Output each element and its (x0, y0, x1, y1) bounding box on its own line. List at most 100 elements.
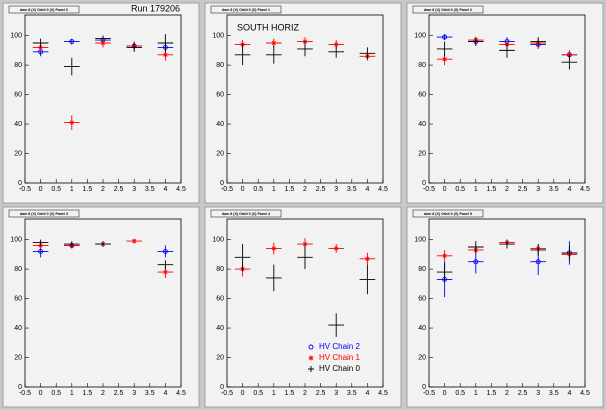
x-tick-label: 3.5 (549, 186, 559, 193)
x-tick-label: 2 (303, 390, 307, 397)
error-bar (234, 44, 251, 66)
y-tick-label: 40 (418, 121, 426, 128)
pad: dam 8 (X) Orbit 0 (X) Panel 4-0.5 0 0.5 1 1.… (204, 206, 402, 408)
x-tick-label: 3.5 (549, 390, 559, 397)
x-tick-label: 3.5 (145, 390, 155, 397)
pad-title: dam 8 (X) Orbit 0 (X) Panel 0 (20, 8, 68, 12)
x-tick-label: 2 (303, 186, 307, 193)
x-tick-label: 2.5 (316, 186, 326, 193)
error-bar (95, 241, 111, 247)
x-tick-label: 0.5 (51, 390, 61, 397)
error-bar (499, 43, 515, 58)
y-tick-label: 80 (418, 62, 426, 69)
y-tick-label: 60 (418, 91, 426, 98)
marker (69, 120, 75, 126)
marker (38, 248, 44, 254)
y-tick-label: 100 (414, 32, 426, 39)
x-tick-label: 4.5 (580, 186, 590, 193)
y-tick-label: 20 (216, 150, 224, 157)
marker (162, 269, 168, 275)
x-tick-label: 0 (443, 390, 447, 397)
y-tick-label: 80 (14, 266, 22, 273)
x-tick-label: 3 (132, 186, 136, 193)
error-bar (297, 41, 313, 57)
y-tick-label: 0 (220, 384, 224, 391)
x-tick-label: 1.5 (285, 390, 295, 397)
y-tick-label: 0 (422, 384, 426, 391)
x-tick-label: 3 (334, 186, 338, 193)
pad-title: dam 8 (X) Orbit 0 (X) Panel 2 (424, 8, 472, 12)
marker (38, 44, 44, 50)
marker (302, 39, 308, 45)
y-tick-label: 20 (418, 150, 426, 157)
error-bar (436, 41, 453, 57)
x-tick-label: 1.5 (83, 186, 93, 193)
y-tick-label: 80 (14, 62, 22, 69)
x-tick-label: 2.5 (518, 390, 528, 397)
x-tick-label: 3 (132, 390, 136, 397)
x-tick-label: 3.5 (347, 390, 357, 397)
pad-title-box (8, 209, 80, 218)
y-tick-label: 100 (212, 32, 224, 39)
error-bar (436, 263, 453, 281)
error-bar (95, 35, 111, 42)
error-bar (266, 264, 282, 292)
pad: dam 8 (X) Orbit 0 (X) Panel 5-0.5 0 0.5 1 1.… (406, 206, 604, 408)
x-tick-label: 0.5 (455, 390, 465, 397)
error-bar (32, 38, 49, 48)
x-tick-label: 3 (536, 186, 540, 193)
marker (271, 40, 277, 46)
x-tick-label: 1.5 (83, 390, 93, 397)
x-tick-label: 2.5 (518, 186, 528, 193)
y-tick-label: 40 (14, 325, 22, 332)
pad-title: dam 8 (X) Orbit 0 (X) Panel 4 (222, 212, 270, 216)
pad-title-box (412, 5, 484, 14)
marker (271, 245, 277, 251)
x-tick-label: 0 (39, 390, 43, 397)
error-bar (468, 37, 484, 46)
legend-marker (308, 344, 314, 350)
y-tick-label: 0 (422, 180, 426, 187)
x-tick-label: -0.5 (221, 186, 233, 193)
error-bar (499, 239, 515, 249)
pad-title: dam 8 (X) Orbit 0 (X) Panel 3 (20, 212, 68, 216)
x-tick-label: 4.5 (580, 390, 590, 397)
error-bar (359, 47, 376, 60)
marker (364, 256, 370, 262)
error-bar (297, 245, 313, 270)
legend-label: HV Chain 1 (319, 353, 360, 362)
error-bar (359, 264, 376, 295)
annotation: Run 179206 (131, 3, 180, 13)
error-bar (561, 54, 578, 70)
x-tick-label: 4 (365, 186, 369, 193)
error-bar (157, 260, 174, 270)
x-tick-label: -0.5 (423, 390, 435, 397)
x-tick-label: 2.5 (316, 390, 326, 397)
marker (333, 245, 339, 251)
y-tick-label: 60 (216, 91, 224, 98)
y-tick-label: 60 (216, 295, 224, 302)
pad-title-box (210, 5, 282, 14)
marker (240, 41, 246, 47)
x-tick-label: 1 (70, 186, 74, 193)
y-tick-label: 20 (14, 354, 22, 361)
y-tick-label: 60 (418, 295, 426, 302)
error-bar (64, 241, 80, 247)
marker (473, 259, 479, 265)
x-tick-label: 0.5 (455, 186, 465, 193)
x-tick-label: 1.5 (487, 390, 497, 397)
marker (566, 52, 572, 58)
y-tick-label: 20 (14, 150, 22, 157)
pad: dam 8 (X) Orbit 0 (X) Panel 2-0.5 0 0.5 1 1.… (406, 2, 604, 204)
x-tick-label: -0.5 (19, 390, 31, 397)
y-tick-label: 40 (14, 121, 22, 128)
error-bar (530, 37, 546, 46)
marker (69, 39, 75, 44)
x-tick-label: 4 (567, 186, 571, 193)
pad-title: dam 8 (X) Orbit 0 (X) Panel 1 (222, 8, 270, 12)
x-tick-label: 2 (101, 186, 105, 193)
x-tick-label: 4.5 (378, 390, 388, 397)
error-bar (328, 313, 344, 337)
marker (162, 248, 168, 254)
